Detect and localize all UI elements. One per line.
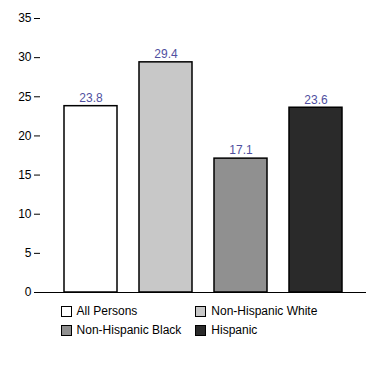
svg-text:15: 15 xyxy=(18,168,32,182)
svg-text:0: 0 xyxy=(25,285,32,299)
svg-text:30: 30 xyxy=(18,50,32,64)
svg-text:29.4: 29.4 xyxy=(154,47,178,61)
html-text:Hispanic: Hispanic xyxy=(211,323,258,337)
svg-text:10: 10 xyxy=(18,207,32,221)
svg-text:5: 5 xyxy=(25,246,32,260)
html-text:Non-Hispanic White: Non-Hispanic White xyxy=(211,304,318,318)
svg-text:23.8: 23.8 xyxy=(79,91,103,105)
svg-text:35: 35 xyxy=(18,11,32,25)
svg-text:23.6: 23.6 xyxy=(304,93,328,107)
html-text:Non-Hispanic Black: Non-Hispanic Black xyxy=(76,323,182,337)
svg-text:20: 20 xyxy=(18,129,32,143)
svg-text:17.1: 17.1 xyxy=(229,143,253,157)
svg-text:25: 25 xyxy=(18,90,32,104)
html-text:All Persons: All Persons xyxy=(76,304,138,318)
